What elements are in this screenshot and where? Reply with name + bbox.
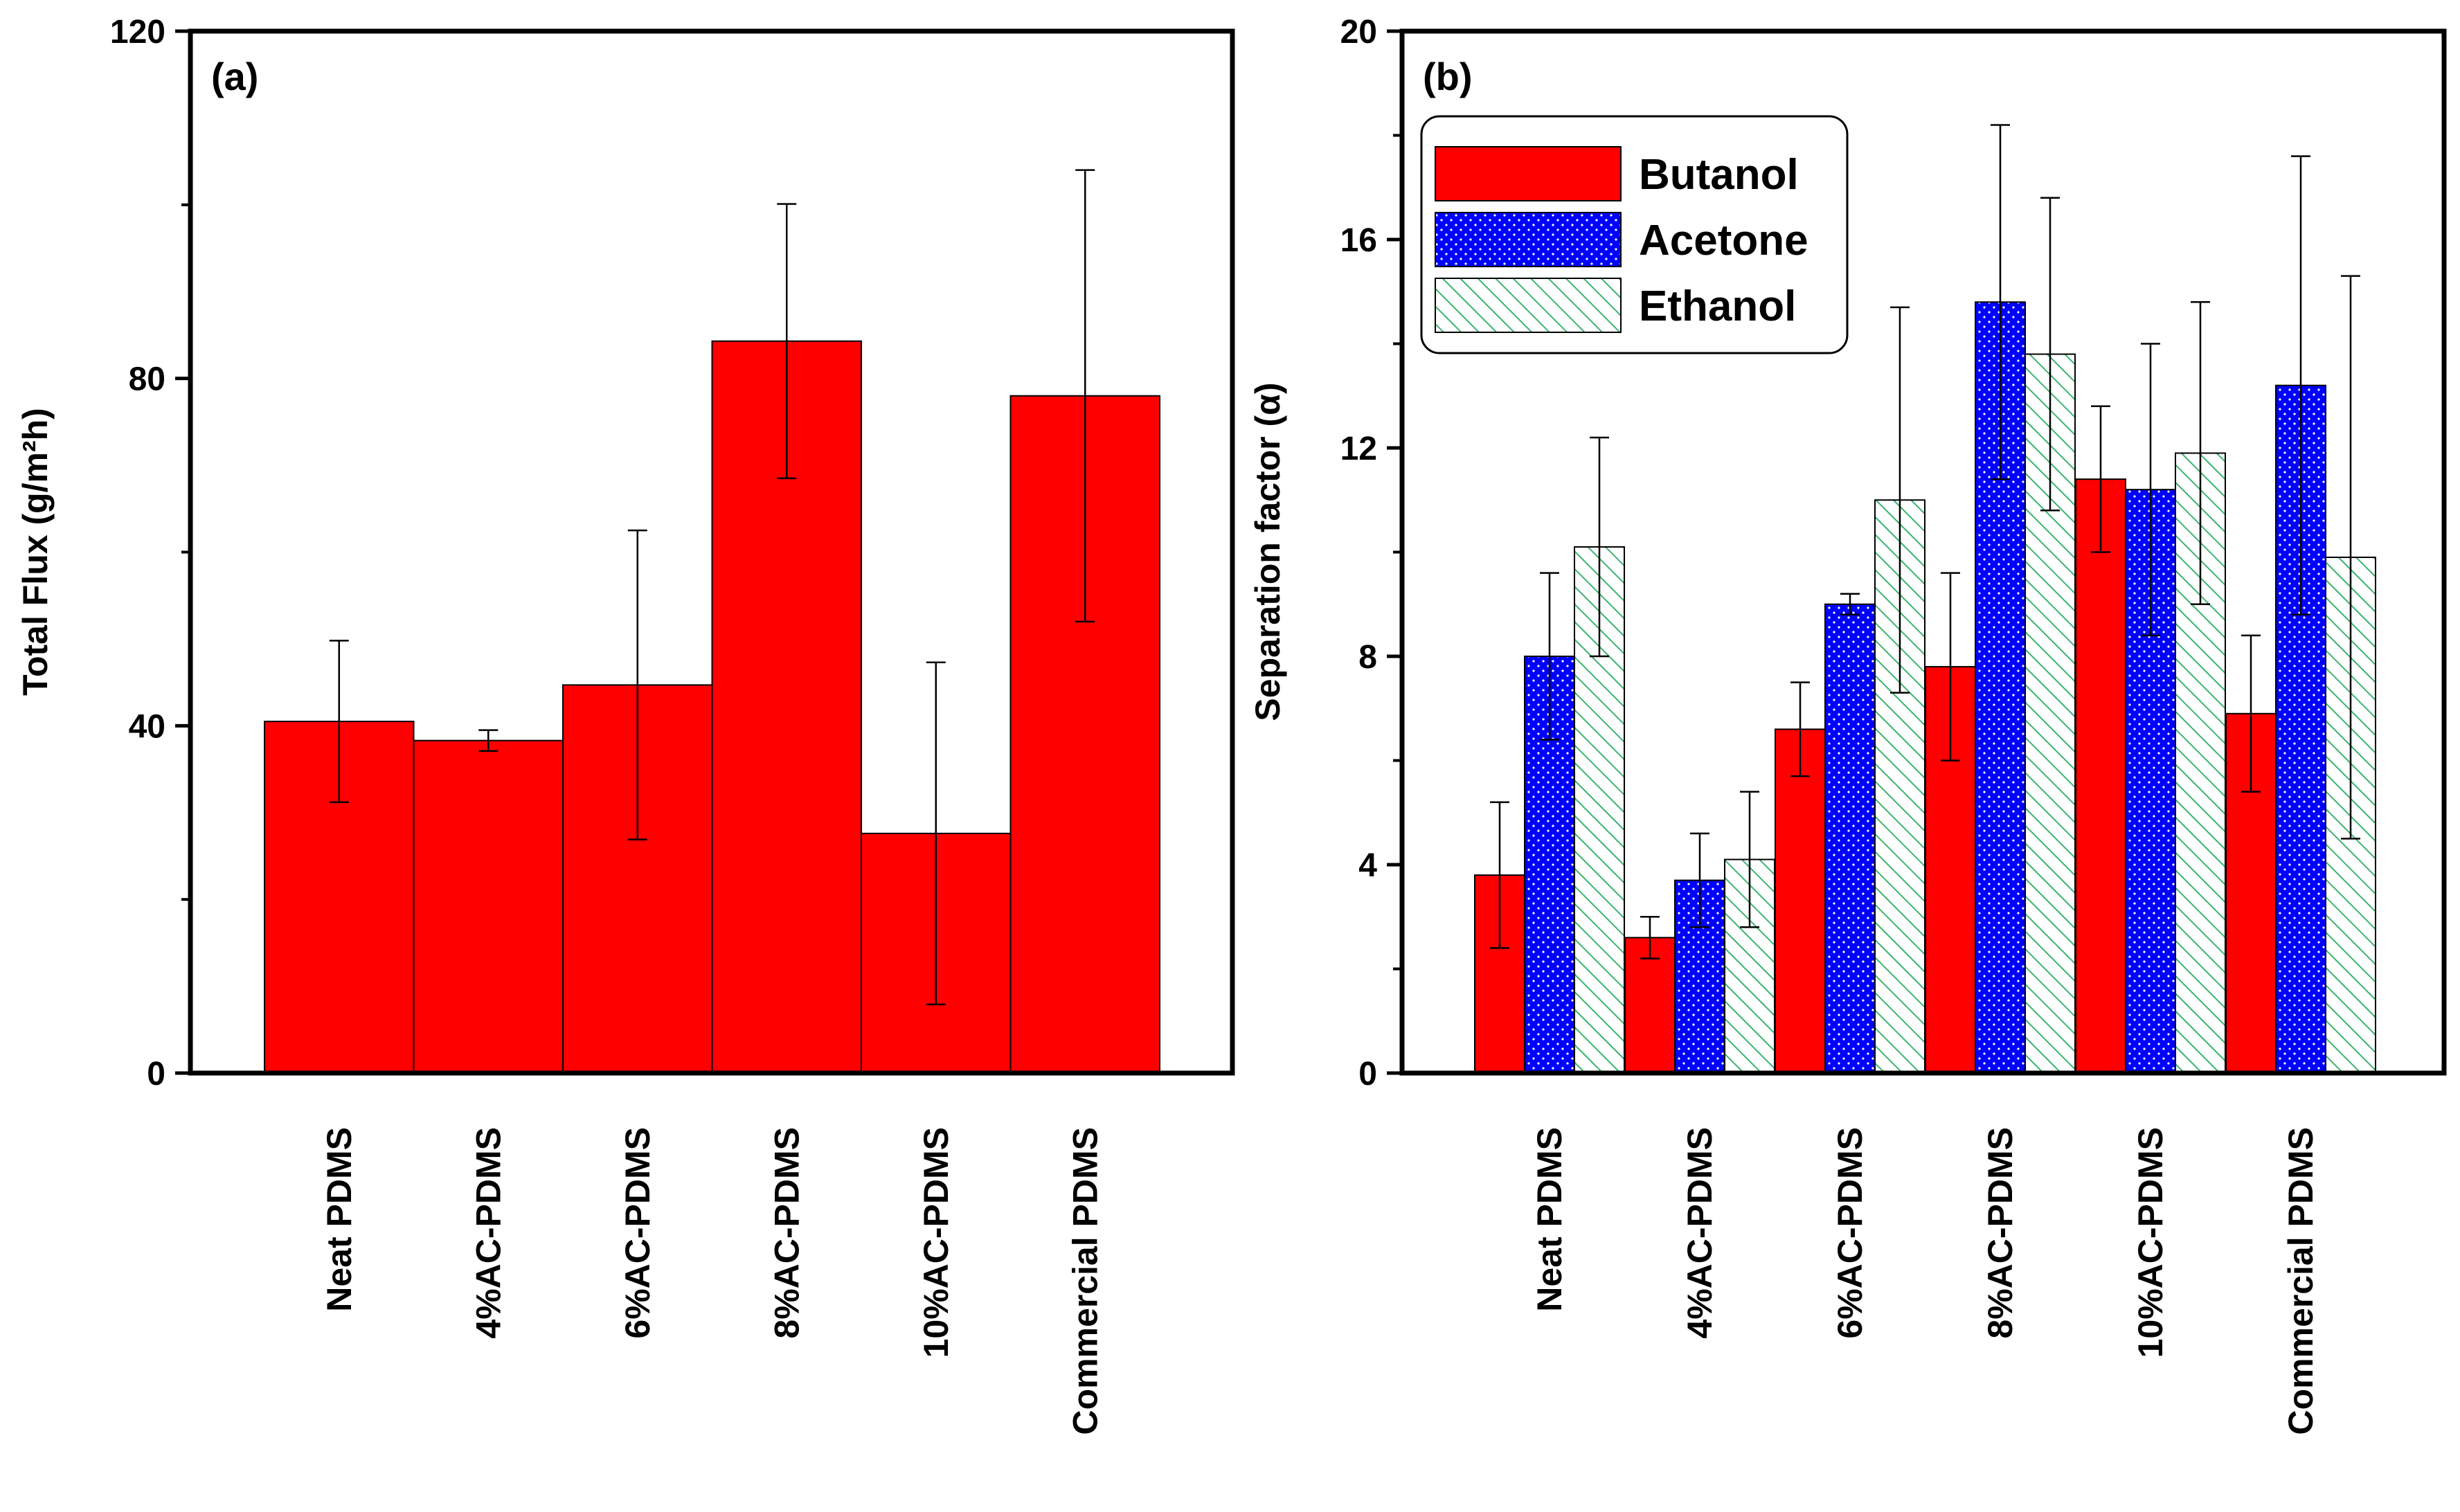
category-label-neat-pdms: Neat PDMS — [1530, 1127, 1569, 1312]
y-tick-label-120: 120 — [110, 14, 165, 51]
panel-a-bars — [264, 340, 1160, 1074]
category-label-10-ac-pdms: 10%AC-PDMS — [2131, 1127, 2170, 1358]
panel-b-separation-chart: 0 4 8 12 16 20 Neat PDMS 4%AC-PDMS 6%AC-PDMS 8%A… — [1248, 14, 2447, 1435]
category-label-6-ac-pdms: 6%AC-PDMS — [618, 1127, 657, 1339]
y-tick-label-16: 16 — [1340, 222, 1377, 259]
panel-b-x-axis: Neat PDMS 4%AC-PDMS 6%AC-PDMS 8%AC-PDMS 10%A… — [1530, 1127, 2320, 1435]
panel-a-x-axis: Neat PDMS 4%AC-PDMS 6%AC-PDMS 8%AC-PDMS 10%A… — [320, 1127, 1105, 1435]
y-tick-label-8: 8 — [1358, 639, 1377, 676]
bar-acetone-6-ac-pdms — [1824, 603, 1876, 1074]
y-tick-label-4: 4 — [1358, 847, 1377, 884]
panel-a-flux-chart: 0 40 80 120 Neat PDMS 4%AC-PDMS 6%AC-PDMS 8%AC… — [16, 14, 1235, 1435]
category-label-8-ac-pdms: 8%AC-PDMS — [767, 1127, 806, 1339]
legend-label-acetone: Acetone — [1639, 217, 1808, 264]
panel-a-y-axis-title: Total Flux (g/m²h) — [16, 408, 55, 696]
bar-butanol-6-ac-pdms — [1775, 728, 1826, 1074]
panel-b-tag: (b) — [1423, 55, 1473, 98]
category-label-4-ac-pdms: 4%AC-PDMS — [469, 1127, 508, 1339]
y-tick-label-12: 12 — [1340, 431, 1377, 467]
category-label-commercial-pdms: Commercial PDMS — [2281, 1127, 2320, 1435]
y-tick-label-20: 20 — [1340, 14, 1377, 51]
category-label-commercial-pdms: Commercial PDMS — [1066, 1127, 1104, 1435]
legend-swatch-butanol — [1435, 146, 1622, 201]
panel-a-error-bars — [329, 169, 1095, 1006]
panel-b-legend: Butanol Acetone Ethanol — [1420, 115, 1849, 354]
category-label-neat-pdms: Neat PDMS — [320, 1127, 359, 1312]
bar-total-flux-4-ac-pdms — [413, 739, 564, 1074]
y-tick-label-40: 40 — [129, 708, 165, 745]
y-tick-label-0: 0 — [1358, 1056, 1377, 1092]
panel-b-y-axis: 0 4 8 12 16 20 — [1340, 14, 1402, 1092]
y-tick-label-0: 0 — [147, 1056, 165, 1092]
category-label-8-ac-pdms: 8%AC-PDMS — [1981, 1127, 2020, 1339]
panel-b-error-bars — [1490, 124, 2360, 960]
legend-label-ethanol: Ethanol — [1639, 282, 1796, 330]
panel-a-tag: (a) — [211, 55, 258, 98]
panel-b-bars — [1474, 301, 2376, 1074]
bar-butanol-10-ac-pdms — [2075, 478, 2126, 1074]
legend-label-butanol: Butanol — [1639, 151, 1799, 199]
category-label-10-ac-pdms: 10%AC-PDMS — [917, 1127, 955, 1358]
legend-swatch-acetone — [1435, 212, 1622, 267]
category-label-4-ac-pdms: 4%AC-PDMS — [1680, 1127, 1719, 1339]
y-tick-label-80: 80 — [129, 361, 165, 398]
category-label-6-ac-pdms: 6%AC-PDMS — [1831, 1127, 1869, 1339]
panel-b-y-axis-title: Separation factor (α) — [1248, 382, 1287, 721]
panel-a-y-axis: 0 40 80 120 — [110, 14, 190, 1092]
legend-swatch-ethanol — [1435, 278, 1622, 333]
bar-ethanol-neat-pdms — [1574, 546, 1625, 1074]
